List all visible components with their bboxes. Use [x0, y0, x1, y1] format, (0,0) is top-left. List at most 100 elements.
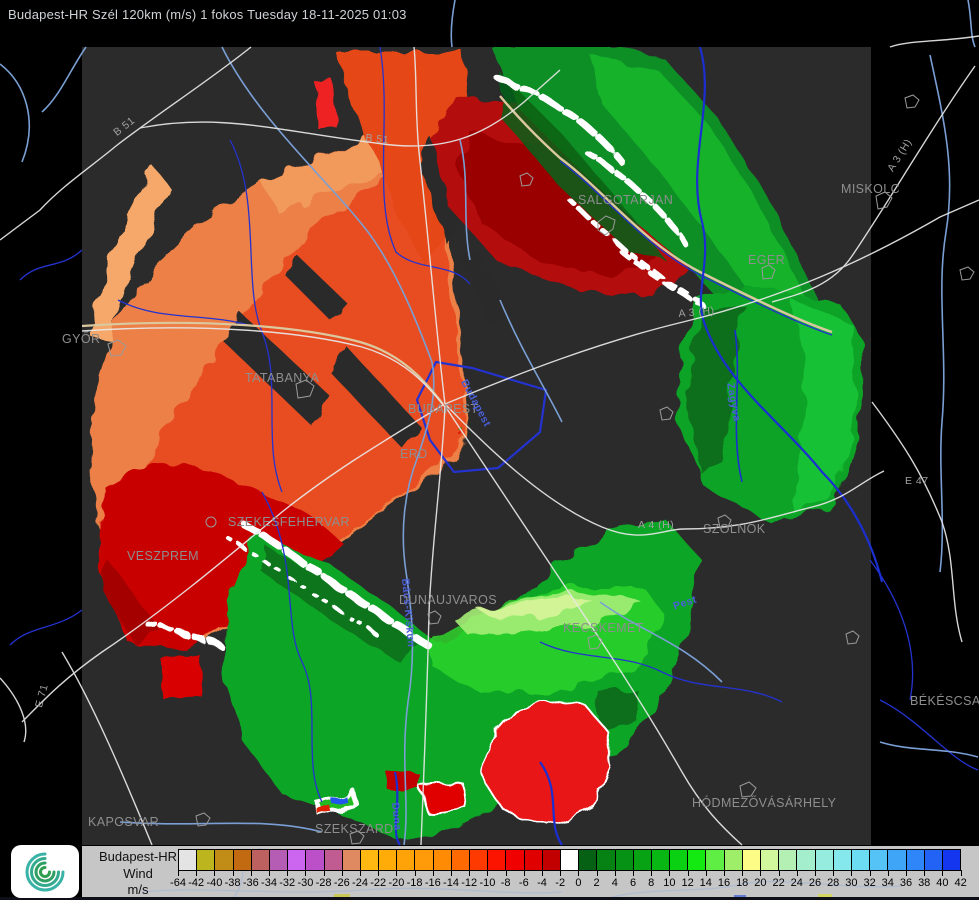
legend-tick-33: [778, 870, 780, 876]
legend-tick-8: [323, 870, 325, 876]
legend-tick-label-42: 40: [936, 877, 949, 889]
legend-cell-31: [742, 850, 761, 870]
met-service-logo: [11, 845, 79, 898]
legend-cell-1: [197, 850, 216, 870]
legend-tick-41: [924, 870, 926, 876]
legend-tick-label-30: 16: [717, 877, 731, 889]
legend-tick-25: [633, 870, 634, 876]
legend-tick-label-11: -22: [370, 877, 387, 889]
legend-tick-13: [414, 870, 416, 876]
legend-unit: m/s: [127, 882, 149, 898]
legend-cell-7: [306, 850, 325, 870]
legend-tick-label-25: 6: [629, 877, 637, 889]
legend-tick-1: [196, 870, 198, 876]
legend-cell-38: [870, 850, 889, 870]
legend-tick-label-19: -6: [518, 877, 529, 889]
legend-tick-4: [250, 870, 252, 876]
legend-cell-14: [433, 850, 452, 870]
legend-cell-37: [851, 850, 871, 870]
legend-cell-3: [233, 850, 252, 870]
legend-tick-40: [906, 870, 907, 876]
legend-colorbar: [178, 849, 962, 871]
legend-tick-37: [851, 870, 853, 876]
legend-tick-23: [596, 870, 598, 876]
legend-tick-9: [341, 870, 343, 876]
legend-tick-20: [542, 870, 543, 876]
legend-cell-39: [888, 850, 907, 870]
legend-tick-label-37: 30: [845, 877, 858, 889]
legend-tick-label-3: -38: [224, 877, 241, 889]
legend-cell-8: [324, 850, 343, 870]
legend-tick-label-7: -30: [297, 877, 314, 889]
legend-tick-label-12: -20: [388, 877, 405, 889]
legend-tick-24: [614, 870, 616, 876]
legend-tick-label-28: 12: [681, 877, 694, 889]
legend-tick-label-26: 8: [648, 877, 655, 889]
legend-cell-27: [670, 850, 689, 870]
legend-tick-label-31: 18: [736, 877, 749, 889]
legend-tick-label-5: -34: [261, 877, 277, 889]
legend-tick-label-16: -12: [461, 877, 478, 889]
legend-tick-label-41: 38: [918, 877, 931, 889]
legend-cell-11: [379, 850, 398, 870]
bottom-border: [0, 897, 979, 900]
legend-tick-17: [487, 870, 489, 876]
legend-tick-label-10: -24: [352, 877, 368, 889]
legend-tick-label-27: 10: [663, 877, 676, 889]
legend-tick-31: [742, 870, 744, 876]
legend-cell-32: [761, 850, 780, 870]
legend-tick-label-32: 20: [754, 877, 767, 889]
legend-tick-28: [687, 870, 689, 876]
legend-cell-35: [815, 850, 834, 870]
legend-tick-39: [887, 870, 889, 876]
legend-tick-32: [760, 870, 762, 876]
legend-tick-29: [705, 870, 707, 876]
legend-tick-label-36: 28: [827, 877, 840, 889]
legend-tick-34: [796, 870, 798, 876]
legend-tick-label-15: -14: [443, 877, 459, 889]
legend-tick-label-33: 22: [772, 877, 785, 889]
legend-tick-16: [469, 870, 471, 876]
legend-cell-22: [579, 850, 598, 870]
river-layer-light: [0, 0, 979, 846]
country-border: [499, 95, 833, 334]
legend-tick-label-0: -64: [170, 877, 186, 889]
legend-cell-42: [942, 850, 961, 870]
legend-parameter: Wind: [123, 865, 153, 881]
legend-tick-27: [669, 870, 671, 876]
legend-cell-26: [651, 850, 671, 870]
legend-cell-41: [924, 850, 943, 870]
legend-tick-label-43: 42: [954, 877, 967, 889]
legend-cell-10: [360, 850, 380, 870]
legend-cell-23: [597, 850, 616, 870]
city-outline-layer: [107, 94, 975, 845]
legend-tick-label-8: -28: [315, 877, 332, 889]
legend-tick-label-17: -10: [479, 877, 496, 889]
legend-title: Budapest-HR Wind m/s: [92, 849, 184, 899]
legend-tick-label-39: 34: [881, 877, 894, 889]
legend-tick-6: [287, 870, 289, 876]
legend-tick-label-13: -18: [406, 877, 423, 889]
legend-tick-35: [815, 870, 816, 876]
legend-cell-29: [706, 850, 725, 870]
legend-cell-0: [179, 850, 198, 870]
legend-cell-5: [269, 850, 289, 870]
legend-tick-38: [869, 870, 871, 876]
legend-tick-22: [578, 870, 580, 876]
legend-tick-label-35: 26: [808, 877, 822, 889]
legend-cell-6: [288, 850, 307, 870]
legend-tick-label-34: 24: [790, 877, 803, 889]
legend-scale: -64 -42 -40 -38 -36 -34 -32 -30 -28 -26 -24 -22 -20-…: [82, 846, 979, 900]
legend-tick-label-4: -36: [242, 877, 259, 889]
legend-cell-16: [470, 850, 489, 870]
legend-cell-30: [724, 850, 743, 870]
river-layer-dark: [393, 46, 884, 846]
legend-cell-15: [451, 850, 470, 870]
legend-tick-label-38: 32: [863, 877, 876, 889]
legend-tick-0: [178, 870, 179, 876]
legend-cell-13: [415, 850, 434, 870]
legend-tick-label-6: -32: [279, 877, 296, 889]
legend-cell-40: [906, 850, 925, 870]
legend-cell-36: [833, 850, 852, 870]
